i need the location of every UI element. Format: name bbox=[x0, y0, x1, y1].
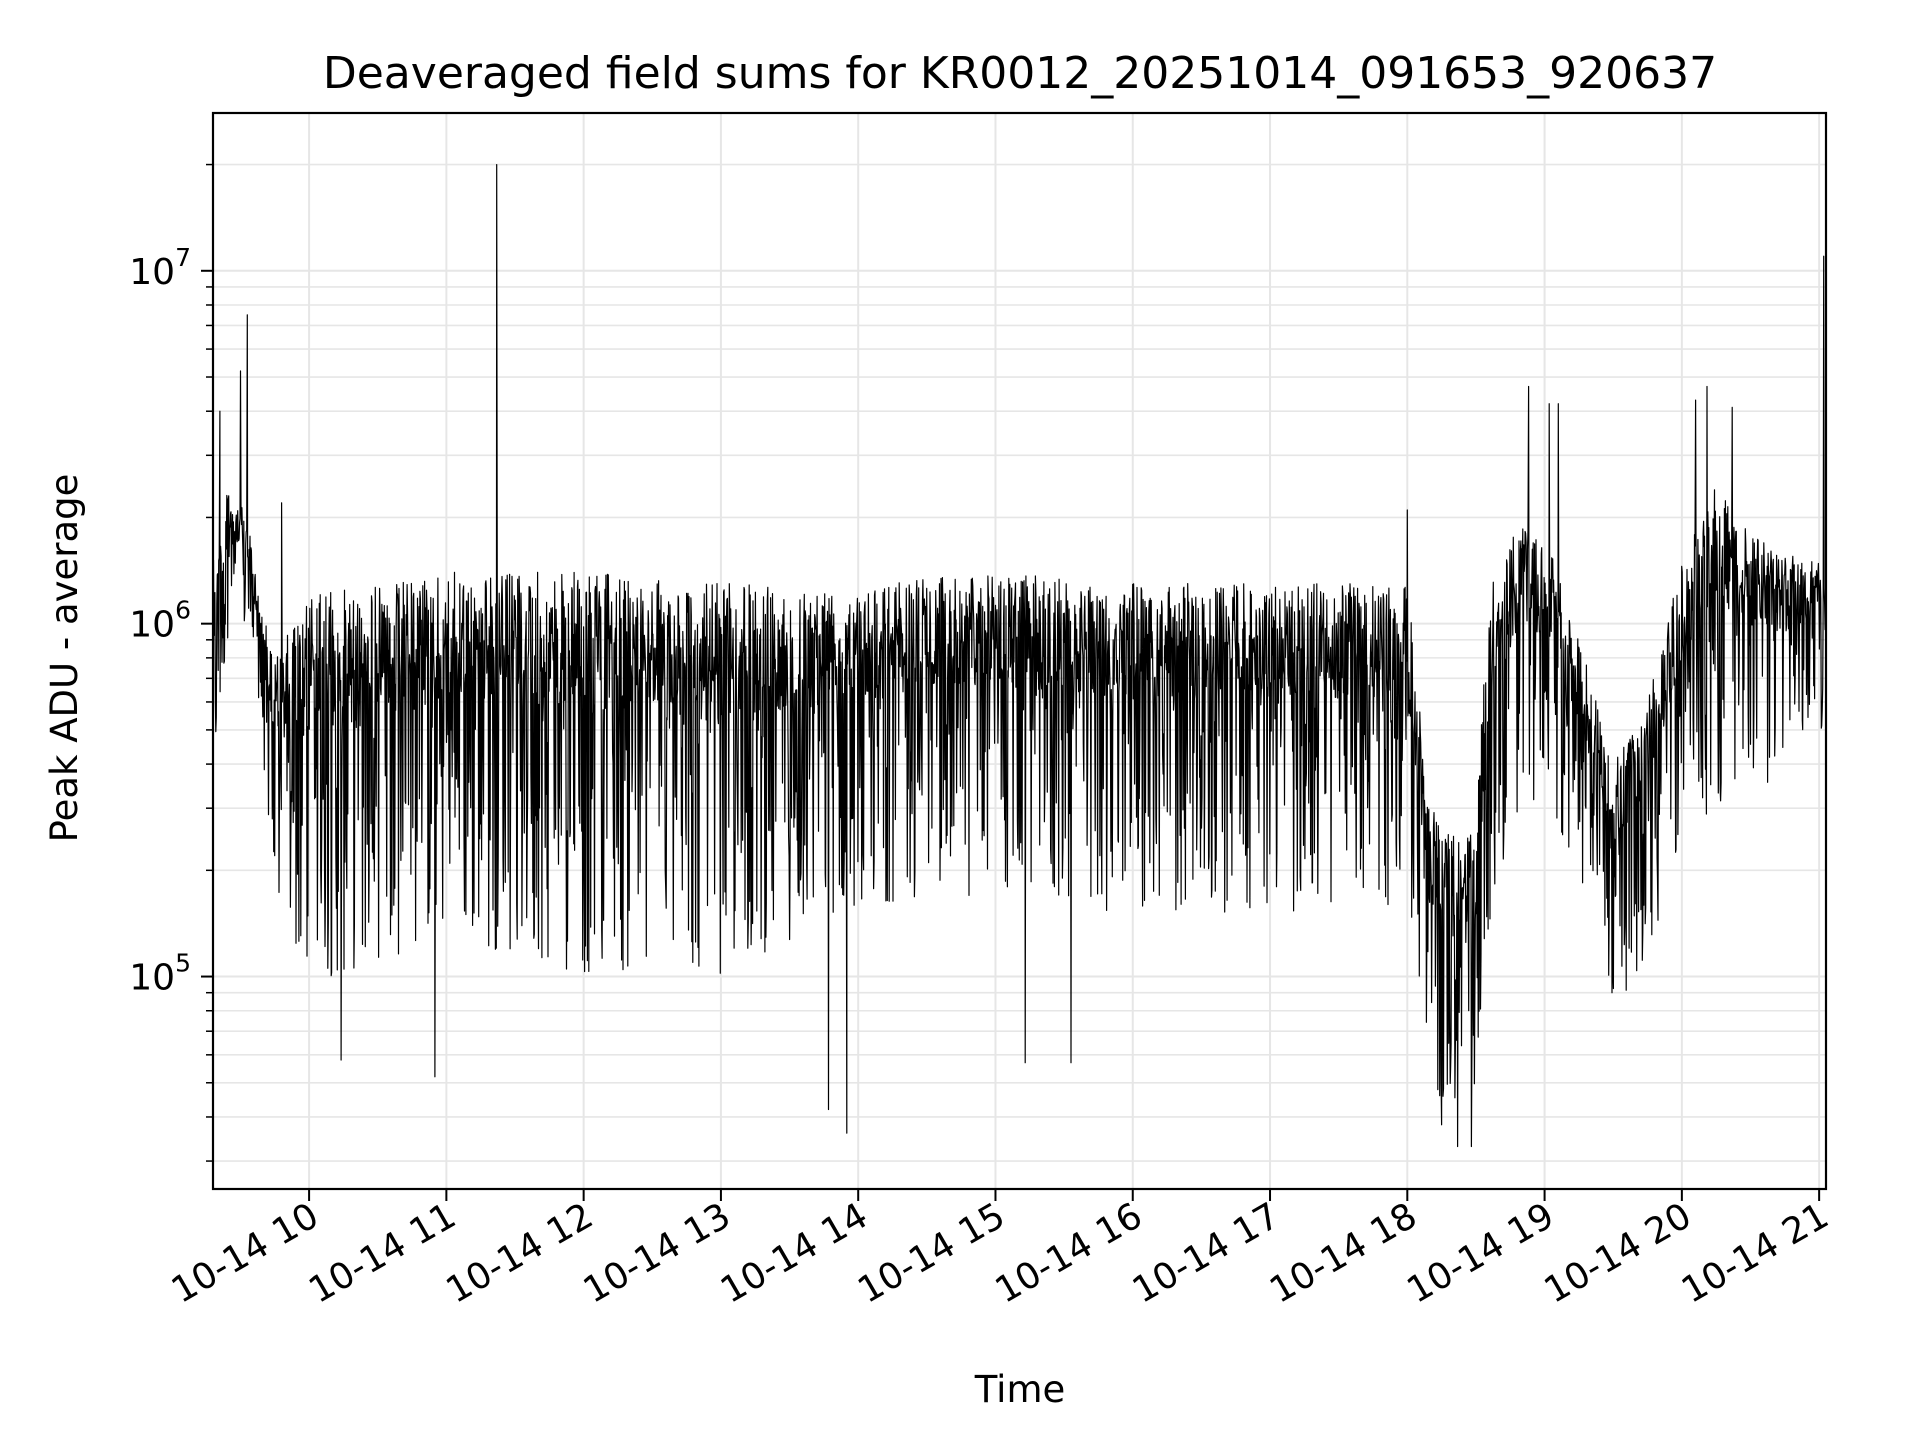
axes-frame bbox=[211, 111, 1828, 1191]
series-line bbox=[212, 164, 1827, 1148]
x-tick-label: 10-14 21 bbox=[1675, 1195, 1836, 1311]
y-tick-label: 105 bbox=[129, 949, 191, 999]
x-tick-label: 10-14 14 bbox=[714, 1195, 875, 1311]
x-tick-label: 10-14 20 bbox=[1538, 1195, 1699, 1311]
y-ticks: 105 106 107 bbox=[129, 163, 213, 1162]
y-axis-label: Peak ADU - average bbox=[43, 474, 86, 843]
y-tick-label: 106 bbox=[129, 596, 191, 646]
series-path bbox=[212, 164, 1827, 1148]
x-tick-label: 10-14 10 bbox=[165, 1195, 326, 1311]
x-tick-label: 10-14 15 bbox=[851, 1195, 1012, 1311]
x-tick-label: 10-14 17 bbox=[1126, 1195, 1287, 1311]
x-tick-label: 10-14 11 bbox=[302, 1195, 463, 1311]
x-tick-label: 10-14 19 bbox=[1400, 1195, 1561, 1311]
x-tick-label: 10-14 12 bbox=[439, 1195, 600, 1311]
y-tick-label: 107 bbox=[129, 243, 191, 293]
chart-title: Deaveraged field sums for KR0012_2025101… bbox=[323, 48, 1717, 99]
x-tick-label: 10-14 18 bbox=[1263, 1195, 1424, 1311]
x-tick-label: 10-14 13 bbox=[577, 1195, 738, 1311]
x-tick-label: 10-14 16 bbox=[989, 1195, 1150, 1311]
x-axis-label: Time bbox=[974, 1368, 1066, 1411]
